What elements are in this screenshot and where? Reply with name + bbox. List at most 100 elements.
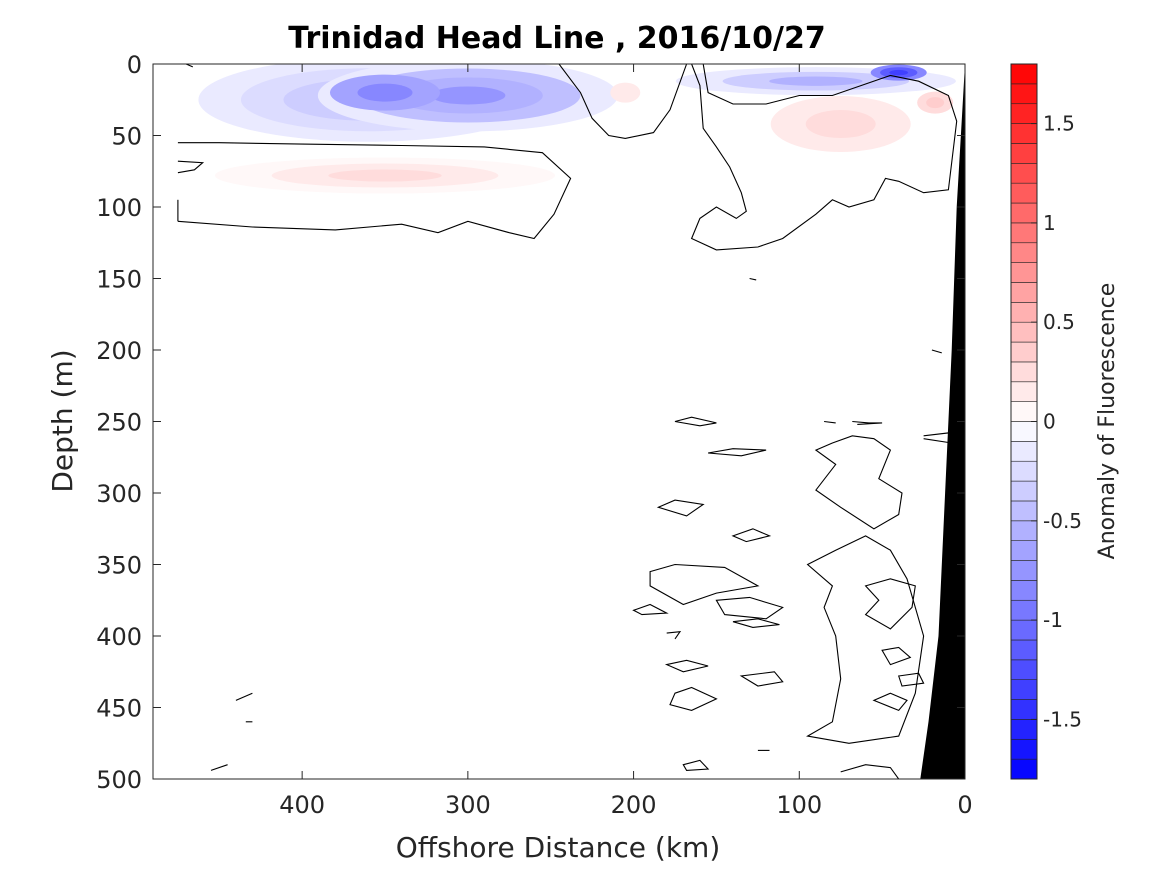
zero-contour bbox=[814, 435, 903, 530]
y-axis: 0 50 100 150 200 250 300 350 400 450 500 bbox=[96, 51, 965, 794]
colorbar-swatch bbox=[1010, 83, 1038, 105]
zero-contour bbox=[931, 349, 942, 354]
y-tick-label: 50 bbox=[111, 123, 142, 151]
zero-contour bbox=[674, 416, 717, 427]
anomaly-contour-positive bbox=[610, 82, 641, 103]
colorbar-swatch bbox=[1010, 202, 1038, 224]
zero-contour bbox=[708, 448, 767, 457]
y-tick-label: 350 bbox=[96, 552, 142, 580]
colorbar-swatch bbox=[1010, 222, 1038, 244]
colorbar-tick-label: 1 bbox=[1043, 211, 1056, 235]
zero-contour bbox=[656, 499, 705, 517]
zero-contour bbox=[664, 659, 709, 673]
x-axis-label: Offshore Distance (km) bbox=[396, 831, 721, 864]
colorbar-swatch bbox=[1010, 361, 1038, 383]
zero-contour bbox=[872, 692, 908, 712]
colorbar-swatch bbox=[1010, 679, 1038, 700]
anomaly-contour-positive bbox=[805, 110, 876, 139]
plot-area bbox=[153, 64, 965, 779]
colorbar-swatch bbox=[1010, 163, 1038, 184]
y-tick-label: 0 bbox=[127, 51, 142, 79]
zero-contour bbox=[824, 420, 836, 424]
colorbar-swatch bbox=[1010, 719, 1038, 740]
colorbar-swatch bbox=[1010, 599, 1038, 621]
x-tick-label: 300 bbox=[445, 791, 491, 819]
colorbar-swatches bbox=[1010, 63, 1038, 780]
colorbar-swatch bbox=[1010, 580, 1038, 601]
colorbar-swatch bbox=[1010, 560, 1038, 581]
zero-contour bbox=[731, 528, 772, 543]
y-tick-label: 500 bbox=[96, 766, 142, 794]
colorbar-swatch bbox=[1010, 540, 1038, 561]
colorbar-swatch bbox=[1010, 619, 1038, 641]
colorbar-swatch bbox=[1010, 421, 1038, 442]
colorbar-swatch bbox=[1010, 182, 1038, 204]
zero-contour bbox=[749, 277, 757, 281]
zero-contour bbox=[806, 535, 925, 744]
colorbar-tick-label: -1 bbox=[1043, 608, 1063, 632]
colorbar-swatch bbox=[1010, 520, 1038, 541]
y-axis-label: Depth (m) bbox=[46, 349, 79, 492]
anomaly-contour-negative bbox=[889, 69, 909, 76]
colorbar-swatch bbox=[1010, 639, 1038, 661]
zero-contour bbox=[177, 160, 205, 174]
x-tick-label: 100 bbox=[776, 791, 822, 819]
colorbar-swatch bbox=[1010, 302, 1038, 323]
zero-contour bbox=[649, 563, 760, 606]
colorbar-tick-label: -0.5 bbox=[1043, 509, 1082, 533]
colorbar: -1.5 -1 -0.5 0 0.5 1 1.5 Anomaly of Fluorescen… bbox=[1010, 63, 1120, 780]
y-tick-label: 300 bbox=[96, 480, 142, 508]
y-tick-label: 250 bbox=[96, 409, 142, 437]
zero-contour bbox=[669, 686, 718, 711]
colorbar-swatch bbox=[1010, 401, 1038, 422]
zero-contour bbox=[739, 671, 784, 687]
zero-contour bbox=[835, 764, 900, 779]
zero-contour bbox=[881, 646, 912, 666]
colorbar-swatch bbox=[1010, 103, 1038, 124]
zero-contour bbox=[177, 142, 572, 240]
colorbar-swatch bbox=[1010, 63, 1038, 85]
colorbar-swatch bbox=[1010, 242, 1038, 263]
colorbar-swatch bbox=[1010, 262, 1038, 283]
chart-title: Trinidad Head Line , 2016/10/27 bbox=[288, 21, 825, 56]
zero-contour bbox=[210, 764, 228, 771]
y-tick-label: 150 bbox=[96, 266, 142, 294]
anomaly-contour-negative bbox=[357, 83, 413, 102]
colorbar-swatch bbox=[1010, 441, 1038, 462]
anomaly-contour-negative bbox=[430, 86, 506, 105]
zero-contour-layer bbox=[177, 64, 958, 779]
colorbar-tick-label: 1.5 bbox=[1043, 112, 1075, 136]
colorbar-swatch bbox=[1010, 143, 1038, 164]
colorbar-swatch bbox=[1010, 738, 1038, 760]
colorbar-swatch bbox=[1010, 480, 1038, 502]
colorbar-swatch bbox=[1010, 460, 1038, 482]
y-tick-label: 400 bbox=[96, 623, 142, 651]
colorbar-swatch bbox=[1010, 321, 1038, 343]
colorbar-swatch bbox=[1010, 341, 1038, 363]
y-tick-label: 100 bbox=[96, 194, 142, 222]
zero-contour bbox=[558, 64, 688, 139]
colorbar-tick-label: 0 bbox=[1043, 410, 1056, 434]
zero-contour bbox=[864, 578, 916, 630]
colorbar-swatch bbox=[1010, 282, 1038, 303]
zero-contour bbox=[682, 759, 710, 771]
x-tick-label: 200 bbox=[611, 791, 657, 819]
colorbar-ticks: -1.5 -1 -0.5 0 0.5 1 1.5 bbox=[1031, 112, 1082, 731]
zero-contour bbox=[690, 64, 958, 251]
colorbar-swatch bbox=[1010, 659, 1038, 680]
colorbar-swatch bbox=[1010, 381, 1038, 402]
colorbar-tick-label: 0.5 bbox=[1043, 310, 1075, 334]
anomaly-contour-negative bbox=[769, 76, 863, 86]
bathymetry-slope bbox=[920, 64, 965, 779]
x-tick-label: 400 bbox=[279, 791, 325, 819]
x-tick-label: 0 bbox=[957, 791, 972, 819]
colorbar-swatch bbox=[1010, 699, 1038, 720]
zero-contour bbox=[632, 603, 669, 616]
y-tick-label: 450 bbox=[96, 695, 142, 723]
colorbar-swatch bbox=[1010, 123, 1038, 144]
zero-contour bbox=[852, 420, 883, 425]
y-tick-label: 200 bbox=[96, 337, 142, 365]
colorbar-tick-label: -1.5 bbox=[1043, 707, 1082, 731]
zero-contour bbox=[666, 631, 682, 640]
zero-contour bbox=[715, 596, 784, 620]
